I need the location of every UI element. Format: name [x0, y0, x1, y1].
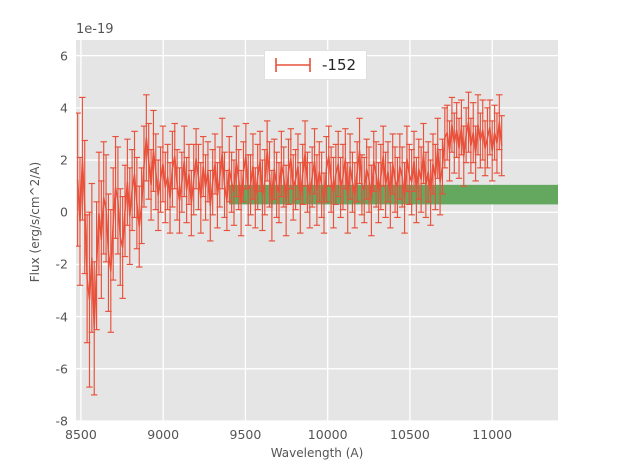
y-tick-label: 0 [60, 204, 68, 220]
errorbars [76, 91, 505, 396]
y-axis-title: Flux (erg/s/cm^2/A) [28, 161, 42, 283]
x-axis-title: Wavelength (A) [270, 446, 364, 460]
y-tick-label: -6 [55, 361, 68, 377]
spectrum-line [76, 121, 503, 330]
y-axis-tick-labels: -8 -6 -4 -2 0 2 4 6 [0, 0, 68, 467]
legend: -152 [264, 50, 368, 80]
x-tick-label: 9500 [229, 427, 262, 442]
y-tick-label: 6 [60, 48, 68, 64]
spectrum-plot-svg [76, 40, 558, 421]
x-tick-label: 10500 [390, 427, 430, 442]
x-tick-label: 8500 [65, 427, 97, 442]
y-tick-label: 4 [60, 100, 68, 116]
legend-label: -152 [322, 56, 357, 74]
x-tick-label: 11000 [472, 427, 513, 442]
x-tick-label: 10000 [307, 427, 348, 442]
x-tick-label: 9000 [147, 427, 180, 442]
y-tick-label: 2 [60, 152, 68, 168]
y-tick-label: -2 [55, 256, 68, 272]
y-axis-exponent-label: 1e-19 [76, 22, 114, 37]
y-tick-label: -4 [55, 309, 68, 325]
y-tick-label: -8 [55, 413, 68, 429]
plot-area [76, 40, 558, 421]
model-band [228, 184, 558, 205]
legend-errorbar-icon [275, 58, 311, 72]
gridlines [76, 40, 558, 421]
